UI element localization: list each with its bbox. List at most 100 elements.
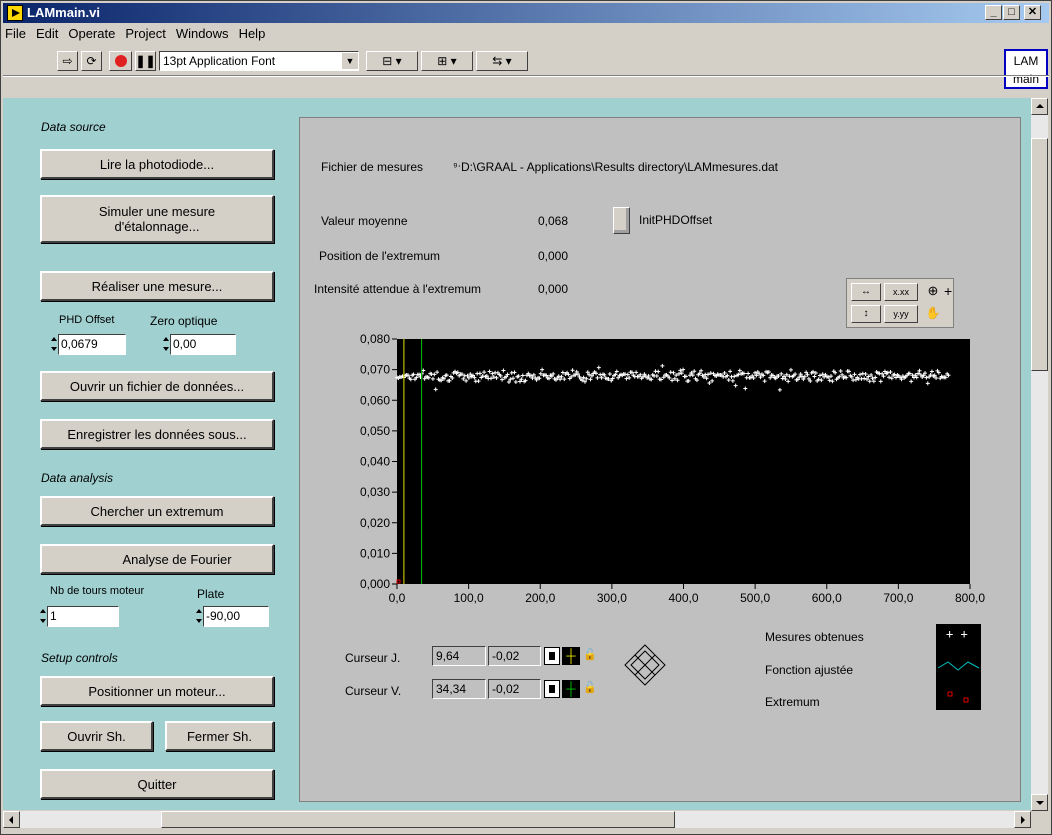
position-extremum-label: Position de l'extremum [319,249,441,263]
data-point [869,372,874,377]
data-point [519,377,524,382]
size-grip[interactable] [1031,811,1049,828]
nb-tours-input[interactable]: 1 [47,605,119,627]
data-point [544,373,549,378]
phd-offset-input[interactable]: 0,0679 [58,333,126,355]
data-point [513,379,518,384]
curseur-v-lock-icon[interactable]: 🔓 [583,682,597,694]
data-source-label: Data source [41,120,106,134]
horizontal-scroll-thumb[interactable] [161,811,675,828]
plate-stepper[interactable] [195,606,203,626]
analyse-fourier-button[interactable]: Analyse de Fourier [40,544,274,574]
fermer-shutter-button[interactable]: Fermer Sh. [165,721,274,751]
data-point [690,373,695,378]
data-point [671,370,676,375]
minimize-button[interactable]: _ [985,5,1002,20]
graph-palette: ↔ x.xx ↕ y.yy ⊕ + ✋ [846,278,954,328]
data-point [670,378,675,383]
data-point [487,369,492,374]
horizontal-scrollbar[interactable] [3,811,1031,828]
vertical-scrollbar[interactable] [1031,98,1048,811]
data-point [812,374,817,379]
curseur-v-y[interactable]: -0,02 [488,679,541,699]
x-autoscale-button[interactable]: ↔ [851,283,881,301]
zero-optique-stepper[interactable] [162,334,170,354]
plate-control[interactable]: -90,00 [195,605,269,627]
phd-offset-control[interactable]: 0,0679 [50,333,126,355]
align-objects-button[interactable]: ⊟ ▾ [366,51,418,71]
data-point [477,371,482,376]
realiser-mesure-button[interactable]: Réaliser une mesure... [40,271,274,301]
graph-svg[interactable]: 0,0800,0700,0600,0500,0400,0300,0200,010… [300,328,1000,628]
close-button[interactable]: ✕ [1024,5,1041,20]
zoom-icon[interactable]: ⊕ [927,283,939,298]
pause-button[interactable]: ❚❚ [135,51,156,71]
scroll-right-button[interactable] [1014,811,1031,828]
cursor-movement-icon[interactable] [623,643,667,687]
data-point [773,376,778,381]
data-point [480,373,485,378]
data-point [694,378,699,383]
zero-optique-control[interactable]: 0,00 [162,333,236,355]
zero-optique-input[interactable]: 0,00 [170,333,236,355]
data-point [780,376,785,381]
nb-tours-control[interactable]: 1 [39,605,119,627]
legend-mesures-label: Mesures obtenues [765,630,864,644]
phd-offset-stepper[interactable] [50,334,58,354]
ouvrir-shutter-button[interactable]: Ouvrir Sh. [40,721,153,751]
curseur-j-x[interactable]: 9,64 [432,646,486,666]
data-point [531,372,536,377]
quitter-button[interactable]: Quitter [40,769,274,799]
data-point [907,371,912,376]
vertical-scroll-thumb[interactable] [1031,138,1048,371]
font-select[interactable]: 13pt Application Font ▼ [159,51,359,71]
scroll-left-button[interactable] [3,811,20,828]
curseur-v-x[interactable]: 34,34 [432,679,486,699]
run-continuous-button[interactable]: ⟳ [81,51,102,71]
chercher-extremum-button[interactable]: Chercher un extremum [40,496,274,526]
data-point [534,377,539,382]
curseur-v-style-icon[interactable] [544,680,560,698]
lire-photodiode-button[interactable]: Lire la photodiode... [40,149,274,179]
data-point [893,375,898,380]
menu-edit[interactable]: Edit [35,26,59,41]
enregistrer-donnees-button[interactable]: Enregistrer les données sous... [40,419,274,449]
crosshair-icon[interactable]: + [944,283,953,299]
hand-pan-icon[interactable]: ✋ [925,306,941,320]
menu-file[interactable]: File [5,26,26,41]
menu-help[interactable]: Help [238,26,266,41]
curseur-j-y[interactable]: -0,02 [488,646,541,666]
y-autoscale-button[interactable]: ↕ [851,305,881,323]
menu-project[interactable]: Project [125,26,166,41]
curseur-v-color-icon[interactable]: ┼ [562,680,580,698]
abort-button[interactable] [109,51,132,71]
data-point [574,369,579,374]
distribute-objects-button[interactable]: ⊞ ▾ [421,51,473,71]
simuler-mesure-button[interactable]: Simuler une mesure d'étalonnage... [40,195,274,243]
init-phd-offset-toggle[interactable] [613,207,630,234]
reorder-objects-button[interactable]: ⇆ ▾ [476,51,528,71]
data-point [629,370,634,375]
maximize-button[interactable]: □ [1003,5,1020,20]
y-tick-label: 0,050 [360,424,390,438]
menu-operate[interactable]: Operate [68,26,116,41]
run-arrow-button[interactable]: ⇨ [57,51,78,71]
scroll-down-button[interactable] [1031,794,1048,811]
data-point [928,372,933,377]
title-bar[interactable]: LAMmain.vi _ □ ✕ [3,3,1049,23]
positionner-moteur-button[interactable]: Positionner un moteur... [40,676,274,706]
ouvrir-fichier-button[interactable]: Ouvrir un fichier de données... [40,371,274,401]
curseur-j-color-icon[interactable]: ┼ [562,647,580,665]
y-format-button[interactable]: y.yy [884,305,918,323]
plate-input[interactable]: -90,00 [203,605,269,627]
menu-windows[interactable]: Windows [175,26,229,41]
data-point [880,371,885,376]
scroll-up-button[interactable] [1031,98,1048,115]
curseur-j-style-icon[interactable] [544,647,560,665]
nb-tours-stepper[interactable] [39,606,47,626]
x-format-button[interactable]: x.xx [884,283,918,301]
vi-icon[interactable]: LAM main [1004,49,1048,89]
data-point [707,380,712,385]
curseur-j-lock-icon[interactable]: 🔓 [583,649,597,661]
plot-legend-swatches[interactable]: + + [936,624,981,710]
